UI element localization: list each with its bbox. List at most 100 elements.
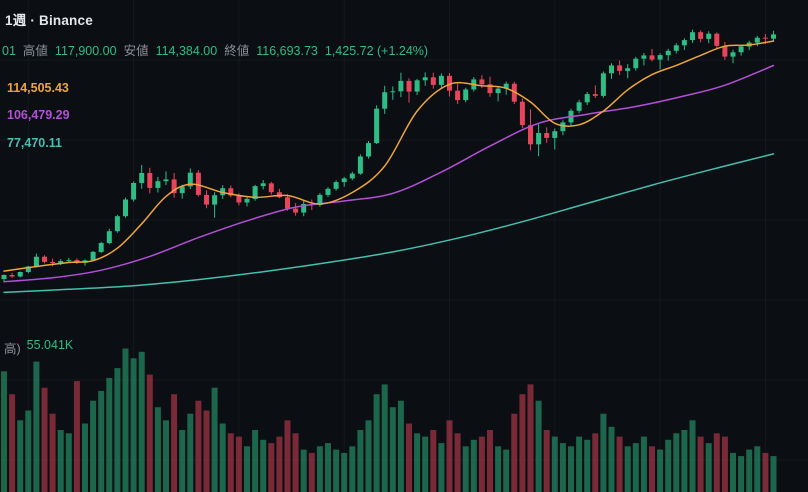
- candle-body: [50, 261, 56, 264]
- candle-body: [9, 275, 15, 277]
- volume-bar: [235, 436, 242, 492]
- volume-bar: [592, 433, 599, 492]
- candle-body: [98, 243, 104, 252]
- candle-body: [511, 83, 517, 102]
- volume-bar: [252, 430, 259, 492]
- candle-body: [366, 143, 371, 157]
- candle-body: [147, 173, 153, 188]
- volume-bar: [705, 443, 712, 492]
- volume-bar: [713, 433, 720, 492]
- volume-bar: [730, 452, 736, 492]
- volume-bar: [438, 443, 445, 492]
- candle-body: [220, 188, 226, 196]
- volume-bar: [559, 443, 566, 492]
- volume-bar: [9, 394, 16, 492]
- candle-body: [114, 216, 120, 232]
- ma-line-mid: [3, 64, 775, 283]
- volume-bar: [292, 433, 299, 492]
- volume-bar: [584, 439, 591, 492]
- candle-body: [503, 83, 509, 89]
- volume-bar: [41, 387, 48, 492]
- volume-bar: [333, 449, 340, 492]
- candle-body: [649, 55, 655, 60]
- candle-body: [528, 125, 533, 145]
- volume-bar: [414, 433, 421, 492]
- candle-body: [42, 256, 47, 262]
- candle-body: [771, 34, 776, 39]
- candle-body: [325, 188, 331, 195]
- volume-bar: [770, 456, 777, 492]
- volume-bar: [600, 413, 607, 492]
- volume-bar: [689, 420, 696, 492]
- candle-body: [406, 80, 412, 92]
- volume-bar: [381, 384, 388, 492]
- volume-bar: [106, 377, 113, 492]
- volume-bar: [349, 446, 356, 492]
- volume-bar: [649, 446, 655, 492]
- candle-body: [754, 37, 760, 43]
- volume-bar: [470, 439, 477, 492]
- candle-body: [552, 131, 558, 138]
- volume-bar: [98, 390, 105, 492]
- candle-body: [1, 275, 7, 279]
- volume-bar: [33, 361, 40, 492]
- candle-body: [495, 88, 501, 94]
- volume-bar: [171, 394, 178, 492]
- candle-body: [317, 194, 323, 205]
- volume-bar: [365, 420, 372, 492]
- volume-bar: [122, 348, 129, 492]
- candle-body: [357, 156, 363, 174]
- candle-body: [179, 186, 185, 194]
- volume-bar: [503, 449, 510, 492]
- candle-body: [519, 101, 525, 126]
- volume-bar: [227, 433, 234, 492]
- volume-bar: [49, 413, 56, 492]
- volume-bar: [721, 436, 728, 492]
- volume-bars: [1, 348, 777, 492]
- candle-body: [584, 94, 590, 103]
- candle-body: [633, 58, 639, 69]
- candle-body: [33, 256, 39, 267]
- volume-bar: [632, 443, 639, 492]
- volume-bar: [187, 413, 194, 492]
- volume-bar: [551, 436, 558, 492]
- candle-body: [600, 73, 606, 96]
- ma-line-slow: [3, 153, 775, 294]
- volume-bar: [82, 423, 88, 492]
- volume-bar: [163, 420, 169, 492]
- candle-body: [706, 33, 712, 39]
- candle-body: [447, 75, 452, 91]
- candle-body: [236, 195, 242, 203]
- candle-body: [252, 186, 258, 199]
- ma-line-fast: [3, 40, 775, 272]
- candle-body: [722, 45, 728, 57]
- candle-body: [762, 37, 768, 39]
- volume-bar: [738, 456, 745, 492]
- candle-body: [58, 261, 64, 264]
- candle-body: [657, 55, 663, 60]
- candle-body: [592, 94, 598, 96]
- candle-body: [163, 179, 169, 182]
- candle-body: [609, 65, 614, 74]
- volume-bar: [219, 423, 226, 492]
- volume-bar: [665, 439, 672, 492]
- candle-body: [301, 204, 307, 213]
- candle-body: [617, 65, 623, 71]
- candle-body: [333, 182, 339, 189]
- candle-body: [673, 45, 679, 51]
- volume-bar: [640, 436, 647, 492]
- candle-body: [625, 68, 631, 71]
- volume-bar: [57, 430, 64, 492]
- volume-bar: [681, 430, 688, 492]
- candle-body: [414, 80, 420, 92]
- volume-bar: [697, 436, 704, 492]
- volume-bar: [389, 407, 396, 492]
- volume-bar: [422, 436, 429, 492]
- candle-body: [698, 32, 704, 39]
- volume-bar: [535, 400, 542, 492]
- volume-bar: [284, 420, 291, 492]
- candle-body: [438, 75, 444, 85]
- candle-body: [212, 195, 218, 205]
